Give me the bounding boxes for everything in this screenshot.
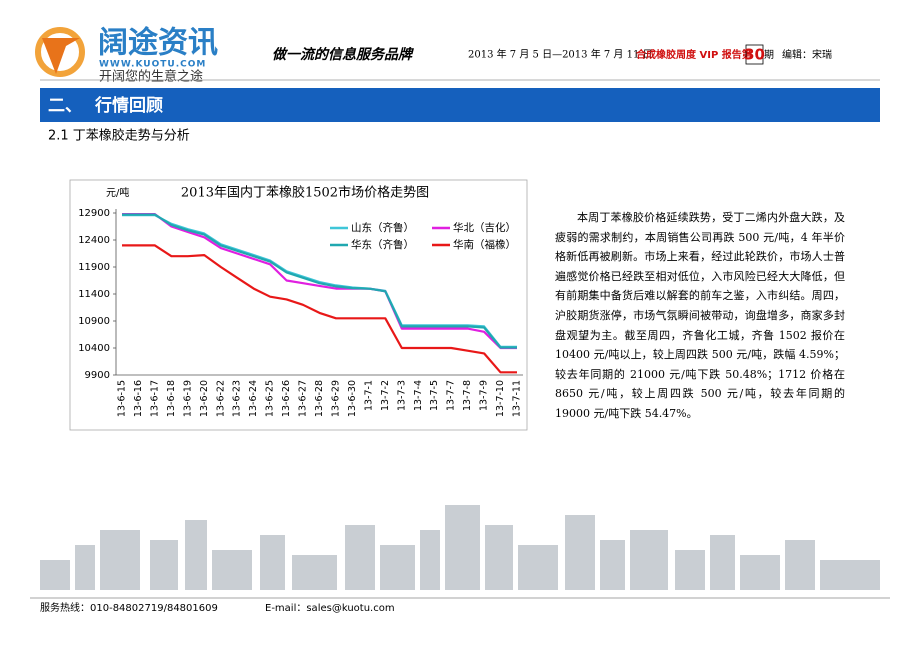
legend-label: 华东（齐鲁） <box>351 238 414 251</box>
date-range: 2013 年 7 月 5 日—2013 年 7 月 11 日 <box>468 48 653 61</box>
x-tick-label: 13-7-9 <box>479 380 490 411</box>
logo-url: WWW.KUOTU.COM <box>99 60 206 70</box>
x-tick-label: 13-7-1 <box>363 380 374 411</box>
issue-number: 30 <box>744 46 765 64</box>
motto: 做一流的信息服务品牌 <box>272 46 414 63</box>
x-tick-label: 13-7-5 <box>429 380 440 411</box>
x-tick-label: 13-6-23 <box>232 380 243 417</box>
logo-icon <box>35 27 85 77</box>
x-tick-label: 13-7-2 <box>380 380 391 411</box>
x-tick-label: 13-6-25 <box>265 380 276 417</box>
x-tick-label: 13-6-29 <box>330 380 341 417</box>
x-tick-label: 13-7-8 <box>462 380 473 411</box>
x-tick-label: 13-6-15 <box>117 380 128 417</box>
section-title: 行情回顾 <box>94 95 163 116</box>
legend-label: 山东（齐鲁） <box>351 221 414 234</box>
chart-frame <box>69 179 528 431</box>
subsection-title: 2.1 丁苯橡胶走势与分析 <box>48 128 190 144</box>
y-tick-label: 9900 <box>85 370 110 381</box>
footer-hotline: 服务热线：010-84802719/84801609 <box>40 601 218 614</box>
x-tick-label: 13-6-27 <box>298 380 309 417</box>
x-tick-label: 13-6-18 <box>166 380 177 417</box>
report-name: 合成橡胶周度 VIP 报告第 <box>635 48 752 61</box>
x-tick-label: 13-6-22 <box>215 380 226 417</box>
series-line <box>122 213 517 350</box>
x-tick-label: 13-7-7 <box>446 380 457 411</box>
editor: 编辑：宋瑞 <box>782 48 832 61</box>
chart-title: 2013年国内丁苯橡胶1502市场价格走势图 <box>181 185 429 201</box>
x-tick-label: 13-7-4 <box>413 380 424 411</box>
x-tick-label: 13-6-28 <box>314 380 325 417</box>
legend-label: 华北（吉化） <box>453 221 516 234</box>
x-tick-label: 13-6-26 <box>281 380 292 417</box>
issue-suffix: 期 <box>764 49 774 61</box>
analysis-text: 本周丁苯橡胶价格延续跌势，受丁二烯内外盘大跌，及疲弱的需求制约，本周销售公司再跌… <box>555 211 845 420</box>
series-line <box>122 244 517 374</box>
skyline <box>40 505 880 590</box>
x-tick-label: 13-6-24 <box>248 380 259 417</box>
section-number: 二、 <box>48 96 82 116</box>
x-tick-label: 13-6-17 <box>149 380 160 417</box>
x-tick-label: 13-6-19 <box>182 380 193 417</box>
y-tick-label: 11900 <box>78 262 110 273</box>
y-tick-label: 10400 <box>78 343 110 354</box>
legend-label: 华南（福橡） <box>453 238 516 251</box>
chart: 9900 10400 10900 11400 11900 12400 12900 13-6-1… <box>78 208 523 417</box>
logo-name: 阔途资讯 <box>98 26 218 61</box>
x-tick-label: 13-6-30 <box>347 380 358 417</box>
x-tick-label: 13-6-16 <box>133 380 144 417</box>
y-tick-label: 11400 <box>78 289 110 300</box>
y-axis-label: 元/吨 <box>106 186 129 199</box>
footer-email: E-mail：sales@kuotu.com <box>265 603 395 614</box>
y-tick-label: 10900 <box>78 316 110 327</box>
series-line <box>122 213 517 349</box>
x-tick-label: 13-7-10 <box>495 380 506 417</box>
issue-box <box>745 44 764 65</box>
x-tick-label: 13-7-11 <box>512 380 523 417</box>
y-tick-label: 12900 <box>78 208 110 219</box>
y-tick-label: 12400 <box>78 235 110 246</box>
logo-slogan: 开阔您的生意之途 <box>99 69 203 85</box>
x-tick-label: 13-6-20 <box>199 380 210 417</box>
section-band <box>40 88 880 122</box>
x-tick-label: 13-7-3 <box>396 380 407 411</box>
